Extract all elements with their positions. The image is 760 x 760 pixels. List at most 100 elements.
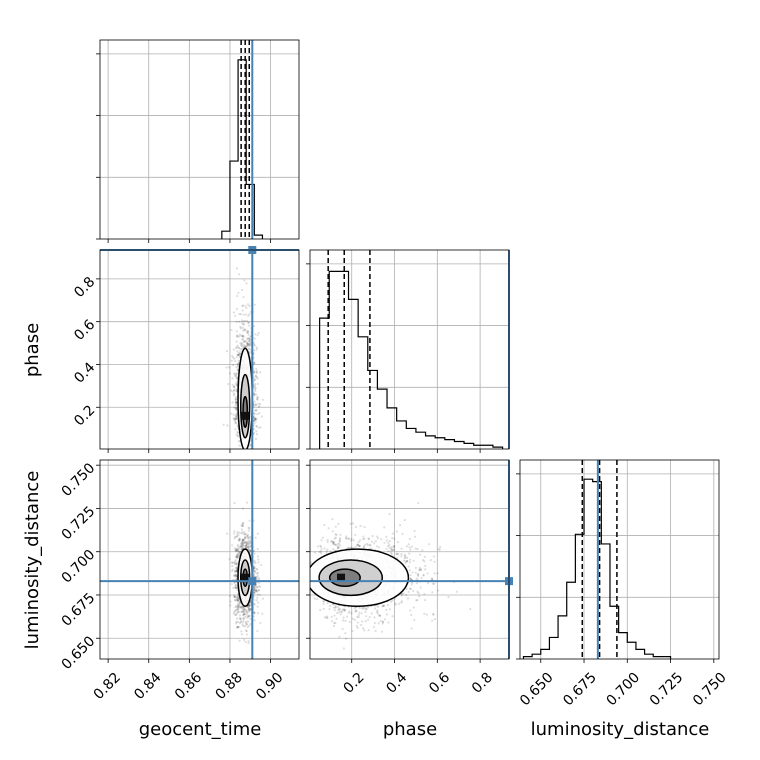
sample-point — [246, 330, 250, 334]
sample-point — [244, 621, 248, 625]
sample-point — [409, 574, 412, 577]
sample-point — [253, 610, 256, 614]
sample-point — [336, 612, 339, 615]
sample-point — [245, 541, 248, 545]
sample-point — [235, 535, 238, 538]
sample-point — [379, 614, 382, 617]
panel-frame — [99, 39, 300, 240]
sample-point — [361, 607, 364, 610]
sample-point — [332, 606, 335, 609]
sample-point — [241, 334, 245, 338]
sample-point — [240, 345, 244, 348]
sample-point — [242, 621, 245, 624]
sample-point — [418, 595, 421, 598]
sample-point — [400, 555, 403, 558]
sample-point — [316, 545, 320, 548]
sample-point — [338, 608, 341, 611]
sample-point — [418, 568, 421, 571]
y-axis-label: luminosity_distance — [22, 471, 43, 650]
sample-point — [257, 426, 260, 429]
sample-point — [253, 561, 256, 564]
sample-point — [242, 340, 245, 343]
sample-point — [256, 377, 259, 380]
sample-point — [234, 583, 237, 587]
sample-point — [232, 417, 235, 421]
sample-point — [253, 591, 256, 594]
sample-point — [436, 589, 439, 592]
sample-point — [244, 640, 247, 644]
sample-point — [345, 537, 348, 540]
sample-point — [235, 402, 238, 405]
sample-point — [245, 610, 248, 614]
x-axis-label: geocent_time — [139, 719, 262, 740]
sample-point — [436, 572, 439, 575]
sample-point — [246, 303, 250, 306]
sample-point — [336, 542, 339, 546]
x-axis-label: phase — [383, 719, 437, 740]
sample-point — [247, 337, 251, 340]
sample-point — [337, 522, 340, 525]
sample-point — [233, 373, 236, 376]
sample-point — [235, 563, 239, 566]
sample-point — [234, 595, 237, 599]
sample-point — [322, 607, 325, 611]
sample-point — [416, 573, 420, 576]
sample-point — [239, 621, 242, 624]
sample-point — [246, 501, 249, 504]
sample-point — [243, 339, 247, 343]
sample-point — [234, 547, 238, 550]
sample-point — [245, 613, 248, 616]
sample-point — [242, 617, 245, 620]
sample-point — [246, 341, 249, 344]
sample-point — [233, 594, 236, 597]
sample-point — [242, 322, 246, 326]
sample-point — [422, 574, 425, 577]
sample-point — [422, 558, 425, 562]
sample-point — [233, 357, 236, 360]
sample-point — [243, 607, 246, 610]
sample-point — [230, 412, 233, 415]
sample-point — [237, 554, 240, 557]
sample-point — [357, 613, 360, 617]
sample-point — [406, 560, 409, 563]
sample-point — [247, 604, 250, 607]
sample-point — [234, 403, 237, 406]
sample-point — [242, 613, 245, 616]
y-tick-label: 0.6 — [71, 317, 98, 344]
x-tick-label: 0.6 — [426, 670, 453, 697]
sample-point — [248, 342, 251, 345]
sample-point — [248, 546, 251, 549]
sample-point — [386, 544, 390, 548]
sample-point — [243, 540, 246, 543]
sample-point — [331, 530, 334, 533]
sample-point — [402, 592, 405, 595]
sample-point — [247, 615, 250, 618]
sample-point — [400, 594, 403, 597]
sample-point — [255, 367, 258, 370]
sample-point — [253, 378, 257, 381]
sample-point — [235, 556, 238, 559]
sample-point — [380, 630, 384, 633]
sample-point — [233, 388, 236, 391]
sample-point — [391, 537, 394, 540]
sample-point — [236, 625, 240, 628]
sample-point — [234, 417, 238, 420]
sample-point — [390, 600, 393, 603]
sample-point — [247, 624, 251, 627]
density-peak — [337, 573, 346, 582]
sample-point — [238, 537, 241, 540]
sample-point — [236, 555, 239, 558]
sample-point — [237, 605, 240, 609]
sample-point — [326, 601, 329, 605]
sample-point — [253, 566, 256, 570]
y-tick-label: 0.2 — [71, 402, 98, 429]
sample-point — [322, 600, 325, 603]
panel-frame — [309, 459, 510, 660]
sample-point — [240, 528, 244, 531]
sample-point — [419, 586, 422, 589]
sample-point — [341, 627, 344, 631]
sample-point — [237, 346, 240, 349]
sample-point — [415, 599, 418, 602]
sample-point — [242, 610, 245, 613]
sample-point — [240, 321, 244, 325]
